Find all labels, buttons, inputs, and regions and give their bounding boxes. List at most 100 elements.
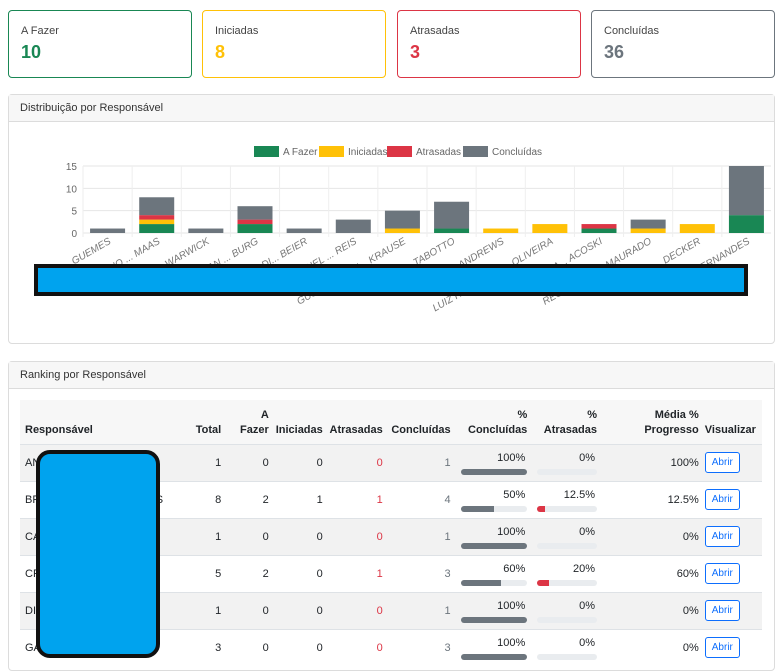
y-tick-label: 5: [71, 207, 77, 218]
cell-concluidas: 1: [444, 604, 451, 617]
abrir-button[interactable]: Abrir: [704, 563, 740, 584]
cell-pct-atrasadas: 0%: [533, 518, 603, 555]
stat-value: 10: [21, 42, 42, 62]
pct-atrasadas-bar: [537, 579, 597, 586]
legend-label: Concluídas: [492, 147, 542, 158]
cell-total: 8: [215, 493, 222, 506]
cell-concluidas: 1: [444, 530, 451, 543]
pct-concluidas-bar: [460, 616, 528, 623]
abrir-button[interactable]: Abrir: [704, 452, 740, 473]
cell-pct-concluidas: 100%: [457, 518, 534, 555]
pct-atrasadas-text: 12.5%: [563, 488, 595, 501]
col-afazer: A Fazer: [240, 408, 269, 436]
pct-concluidas-fill: [460, 542, 528, 549]
cell-atrasadas: 1: [376, 567, 383, 580]
legend-label: A Fazer: [283, 147, 318, 158]
pct-concluidas-text: 100%: [497, 636, 526, 649]
pct-atrasadas-text: 0%: [579, 525, 595, 538]
cell-pct-atrasadas: 20%: [533, 555, 603, 592]
abrir-button[interactable]: Abrir: [704, 489, 740, 510]
abrir-button[interactable]: Abrir: [704, 526, 740, 547]
legend-swatch: [254, 146, 279, 157]
cell-pct-atrasadas: 0%: [533, 592, 603, 629]
bar-segment: [139, 224, 175, 233]
pct-atrasadas-fill: [537, 505, 545, 512]
bar-segment: [384, 228, 420, 233]
cell-pct-atrasadas: 12.5%: [533, 481, 603, 518]
cell-total: 1: [215, 530, 222, 543]
pct-atrasadas-text: 0%: [579, 636, 595, 649]
bar-segment: [188, 228, 224, 233]
cell-media-progresso: 0%: [682, 604, 699, 617]
bar-segment: [434, 201, 470, 229]
legend-label: Iniciadas: [348, 147, 387, 158]
bar-segment: [335, 219, 371, 233]
pct-concluidas-bar: [460, 505, 528, 512]
cell-total: 1: [215, 604, 222, 617]
col-iniciadas: Iniciadas: [275, 423, 323, 436]
legend-swatch: [387, 146, 412, 157]
pct-concluidas-bar: [460, 654, 528, 660]
stat-card-afazer: A Fazer 10: [8, 10, 192, 78]
y-tick-label: 15: [66, 162, 78, 173]
bar-segment: [237, 219, 273, 225]
pct-concluidas-fill: [460, 654, 528, 660]
cell-iniciadas: 0: [316, 567, 323, 580]
table-row: CR 5 2 0 1 3 60% 20% 60% Abrir: [20, 555, 762, 592]
legend-label: Atrasadas: [416, 147, 461, 158]
col-total: Total: [195, 423, 222, 436]
cell-atrasadas: 0: [376, 530, 383, 543]
pct-concluidas-text: 100%: [497, 451, 526, 464]
cell-iniciadas: 0: [316, 456, 323, 469]
stat-card-concluidas: Concluídas 36: [591, 10, 775, 78]
cell-atrasadas: 0: [376, 641, 383, 654]
stat-label: Atrasadas: [410, 25, 460, 37]
abrir-button[interactable]: Abrir: [704, 637, 740, 659]
cell-total: 3: [215, 641, 222, 654]
pct-concluidas-bar: [460, 468, 528, 475]
col-responsavel: Responsável: [25, 423, 93, 436]
cell-visualizar: Abrir: [704, 592, 762, 629]
cell-media-progresso: 100%: [670, 456, 699, 469]
pct-concluidas-fill: [460, 468, 528, 475]
y-tick-label: 0: [71, 229, 77, 240]
cell-media-progresso: 12.5%: [667, 493, 699, 506]
pct-atrasadas-fill: [537, 579, 550, 586]
col-concluidas: Concluídas: [391, 423, 451, 436]
cell-media-progresso: 0%: [682, 641, 699, 654]
bar-segment: [630, 219, 666, 229]
bar-segment: [384, 210, 420, 229]
cell-pct-concluidas: 100%: [457, 592, 534, 629]
cell-responsavel: DI: [25, 604, 36, 617]
bar-segment: [728, 215, 764, 233]
cell-pct-concluidas: 100%: [457, 629, 534, 666]
bar-segment: [679, 224, 715, 233]
pct-atrasadas-bar: [537, 654, 597, 660]
bar-segment: [237, 206, 273, 220]
cell-visualizar: Abrir: [704, 555, 762, 592]
stat-label: Iniciadas: [215, 25, 259, 37]
bar-segment: [630, 228, 666, 233]
stat-card-iniciadas: Iniciadas 8: [202, 10, 386, 78]
cell-concluidas: 4: [444, 493, 451, 506]
pct-atrasadas-text: 0%: [579, 451, 595, 464]
pct-atrasadas-bar: [537, 542, 597, 549]
stat-card-atrasadas: Atrasadas 3: [397, 10, 581, 78]
bar-segment: [139, 219, 175, 225]
cell-concluidas: 3: [444, 567, 451, 580]
pct-concluidas-fill: [460, 579, 501, 586]
pct-atrasadas-text: 0%: [579, 599, 595, 612]
cell-atrasadas: 0: [376, 604, 383, 617]
cell-atrasadas: 0: [376, 456, 383, 469]
redaction-overlay: [36, 450, 160, 658]
cell-visualizar: Abrir: [704, 629, 762, 666]
stat-label: Concluídas: [604, 25, 660, 37]
col-atrasadas: Atrasadas: [329, 423, 383, 436]
cell-iniciadas: 0: [316, 641, 323, 654]
cell-iniciadas: 1: [316, 493, 323, 506]
cell-concluidas: 1: [444, 456, 451, 469]
pct-concluidas-text: 50%: [503, 488, 526, 501]
cell-atrasadas: 1: [376, 493, 383, 506]
cell-pct-concluidas: 60%: [457, 555, 534, 592]
abrir-button[interactable]: Abrir: [704, 600, 740, 621]
